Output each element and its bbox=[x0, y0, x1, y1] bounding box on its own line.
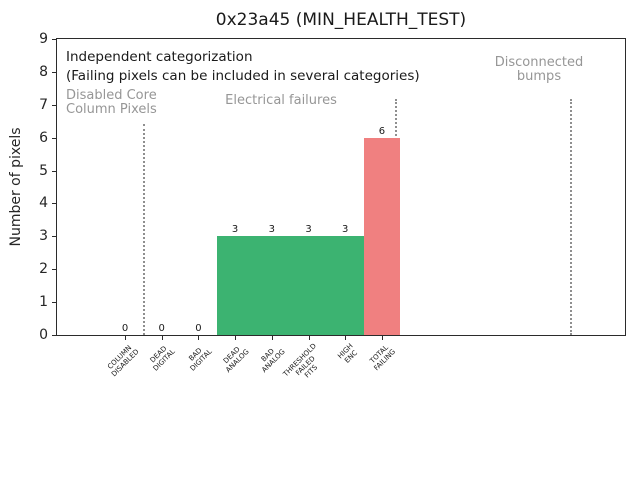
bar-value-label: 3 bbox=[268, 224, 275, 236]
y-tick-mark bbox=[52, 39, 56, 40]
x-tick-label: BAD DIGITAL bbox=[187, 346, 214, 373]
y-tick-label: 9 bbox=[39, 31, 48, 47]
section-divider-dotted-line bbox=[143, 124, 145, 335]
section-label-electrical-failures: Electrical failures bbox=[225, 93, 337, 108]
bar-total-failing bbox=[363, 137, 401, 335]
x-tick-label: DEAD DIGITAL bbox=[148, 344, 178, 373]
y-tick-label: 4 bbox=[39, 195, 48, 212]
y-tick-mark bbox=[52, 71, 56, 73]
y-tick-mark bbox=[52, 302, 56, 304]
x-tick-mark bbox=[125, 336, 126, 340]
x-tick-label: TOTAL FAILING bbox=[368, 343, 398, 373]
bar-threshold-failed-fits bbox=[290, 236, 327, 335]
y-tick-label: 7 bbox=[39, 96, 48, 113]
x-tick-mark bbox=[198, 336, 200, 340]
annotation-failing-pixels-note: (Failing pixels can be included in sever… bbox=[66, 68, 420, 84]
section-label-disabled-core-column-pixels: Disabled Core Column Pixels bbox=[66, 88, 157, 117]
y-tick-label: 6 bbox=[39, 129, 48, 146]
y-tick-mark bbox=[52, 203, 56, 205]
x-tick-mark bbox=[381, 336, 383, 340]
x-tick-label: COLUMN DISABLED bbox=[105, 343, 141, 379]
x-tick-label: DEAD ANALOG bbox=[221, 345, 251, 375]
y-tick-mark bbox=[52, 137, 56, 139]
bar-value-label: 0 bbox=[158, 323, 165, 334]
x-tick-label: THRESHOLD FAILED FITS bbox=[281, 342, 320, 380]
annotation-independent-categorization: Independent categorization bbox=[66, 49, 253, 65]
y-tick-label: 3 bbox=[39, 228, 48, 245]
y-tick-label: 2 bbox=[39, 261, 48, 278]
bar-value-label: 0 bbox=[121, 323, 129, 334]
y-tick-mark bbox=[52, 269, 56, 271]
y-tick-label: 5 bbox=[39, 162, 48, 179]
bar-value-label: 3 bbox=[305, 224, 312, 236]
y-tick-mark bbox=[52, 170, 56, 172]
section-label-disconnected-bumps: Disconnected bumps bbox=[494, 55, 584, 84]
y-tick-mark bbox=[52, 104, 56, 106]
x-tick-mark bbox=[271, 336, 273, 340]
y-tick-mark bbox=[52, 335, 56, 336]
chart-title: 0x23a45 (MIN_HEALTH_TEST) bbox=[215, 10, 467, 30]
plot-area: Independent categorization (Failing pixe… bbox=[56, 38, 626, 336]
bar-bad-analog bbox=[253, 236, 291, 335]
bar-value-label: 3 bbox=[342, 224, 349, 236]
bar-value-label: 6 bbox=[378, 125, 386, 137]
x-tick-mark bbox=[161, 336, 163, 340]
y-tick-mark bbox=[52, 236, 56, 238]
bar-high-enc bbox=[326, 236, 364, 335]
section-divider-dotted-line bbox=[570, 99, 572, 335]
bar-value-label: 0 bbox=[195, 323, 202, 334]
x-tick-label: BAD ANALOG bbox=[260, 347, 288, 375]
y-tick-label: 8 bbox=[39, 63, 48, 80]
x-tick-mark bbox=[308, 336, 310, 340]
bar-value-label: 3 bbox=[231, 224, 239, 236]
bar-dead-analog bbox=[216, 236, 254, 335]
y-tick-label: 0 bbox=[39, 327, 48, 343]
x-tick-mark bbox=[235, 336, 237, 340]
y-tick-label: 1 bbox=[39, 294, 48, 311]
x-tick-mark bbox=[345, 336, 347, 340]
x-tick-label: HIGH ENC bbox=[336, 342, 360, 365]
